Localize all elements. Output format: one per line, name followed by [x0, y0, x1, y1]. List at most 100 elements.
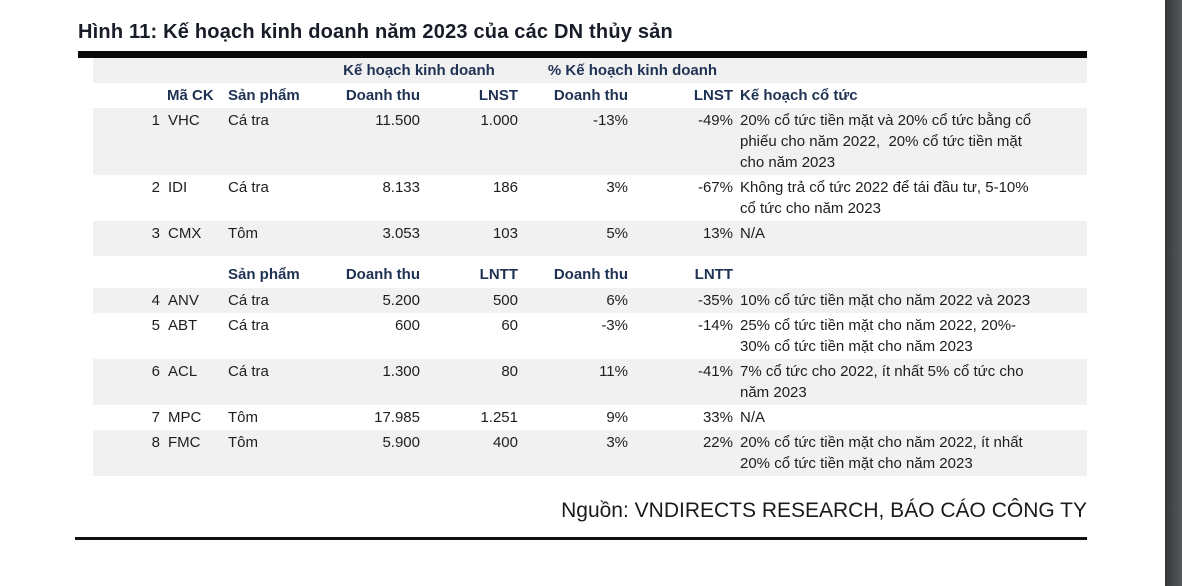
row-number: 2 [151, 179, 160, 196]
cell-product: Cá tra [228, 179, 269, 196]
cell-product: Cá tra [228, 112, 269, 129]
cell-product: Tôm [228, 409, 258, 426]
cell-profit: 400 [492, 434, 518, 451]
cell-revenue: 600 [394, 317, 420, 334]
table-row: 1 VHC Cá tra 11.500 1.000 -13% -49% 20% c… [93, 108, 1087, 175]
mid-header-spacer-right [740, 256, 1087, 288]
column-header-revenue: Doanh thu [345, 87, 420, 104]
row-number: 8 [151, 434, 160, 451]
group-header-spacer-right [740, 58, 1087, 83]
row-number: 4 [151, 292, 160, 309]
cell-dividend: 20% cổ tức tiền mặt và 20% cổ tức bằng c… [740, 112, 1032, 171]
group-header-row: Kế hoạch kinh doanh % Kế hoạch kinh doan… [93, 58, 1087, 83]
cell-dividend: 25% cổ tức tiền mặt cho năm 2022, 20%- 3… [740, 317, 1017, 355]
business-plan-table: Kế hoạch kinh doanh % Kế hoạch kinh doan… [93, 58, 1087, 476]
cell-revenue-pct: -13% [592, 112, 628, 129]
column-header-revenue-pct: Doanh thu [553, 87, 628, 104]
scrollbar[interactable] [1165, 0, 1182, 586]
cell-profit: 80 [501, 363, 518, 380]
cell-product: Cá tra [228, 292, 269, 309]
cell-revenue: 1.300 [382, 363, 420, 380]
cell-profit: 186 [492, 179, 518, 196]
title-rule [78, 51, 1087, 58]
cell-revenue: 11.500 [375, 112, 420, 129]
group-header-business-plan: Kế hoạch kinh doanh [343, 62, 495, 79]
cell-dividend: 7% cổ tức cho 2022, ít nhất 5% cổ tức ch… [740, 363, 1024, 401]
cell-profit-pct: -14% [697, 317, 733, 334]
cell-profit-pct: -49% [697, 112, 733, 129]
row-number: 7 [151, 409, 160, 426]
column-header-profit: LNST [478, 87, 518, 104]
cell-product: Cá tra [228, 317, 269, 334]
cell-profit-pct: -35% [697, 292, 733, 309]
cell-revenue-pct: 5% [606, 225, 628, 242]
cell-profit: 1.000 [480, 112, 518, 129]
cell-profit: 60 [501, 317, 518, 334]
cell-dividend: Không trả cổ tức 2022 để tái đầu tư, 5-1… [740, 179, 1029, 217]
column-header-dividend: Kế hoạch cổ tức [740, 87, 858, 104]
cell-profit-pct: -67% [697, 179, 733, 196]
cell-revenue: 8.133 [382, 179, 420, 196]
column-header-product: Sản phẩm [228, 87, 300, 104]
cell-ticker: 3 CMX [93, 221, 220, 256]
column-header-ticker: Mã CK [167, 87, 214, 104]
mid-header-profit-pct: LNTT [694, 266, 733, 283]
cell-product: Tôm [228, 434, 258, 451]
cell-profit-pct: 33% [702, 409, 733, 426]
cell-profit: 1.251 [480, 409, 518, 426]
mid-header-spacer [93, 256, 220, 288]
mid-header-product: Sản phẩm [228, 266, 300, 283]
cell-revenue-pct: 3% [606, 179, 628, 196]
cell-ticker: 4 ANV [93, 288, 220, 313]
cell-revenue: 5.900 [382, 434, 420, 451]
cell-profit-pct: -41% [697, 363, 733, 380]
figure-title: Hình 11: Kế hoạch kinh doanh năm 2023 củ… [78, 21, 673, 43]
column-header-profit-pct: LNST [693, 87, 733, 104]
row-number: 5 [151, 317, 160, 334]
cell-revenue: 17.985 [374, 409, 420, 426]
cell-profit-pct: 22% [702, 434, 733, 451]
table-row: 3 CMX Tôm 3.053 103 5% 13% N/A [93, 221, 1087, 256]
cell-dividend: 20% cổ tức tiền mặt cho năm 2022, ít nhấ… [740, 434, 1023, 472]
cell-ticker: 8 FMC [93, 430, 220, 476]
cell-profit: 103 [492, 225, 518, 242]
mid-header-revenue: Doanh thu [345, 266, 420, 283]
table-row: 4 ANV Cá tra 5.200 500 6% -35% 10% cổ tức… [93, 288, 1087, 313]
cell-ticker: 5 ABT [93, 313, 220, 359]
mid-header-row: Sản phẩm Doanh thu LNTT Doanh thu LNTT [93, 256, 1087, 288]
cell-dividend: 10% cổ tức tiền mặt cho năm 2022 và 2023 [740, 292, 1031, 309]
cell-profit-pct: 13% [702, 225, 733, 242]
cell-revenue-pct: 11% [599, 363, 628, 380]
row-number: 6 [151, 363, 160, 380]
mid-header-profit: LNTT [479, 266, 518, 283]
cell-ticker: 1 VHC [93, 108, 220, 175]
group-header-spacer [93, 58, 313, 83]
cell-revenue-pct: 3% [606, 434, 628, 451]
table-row: 5 ABT Cá tra 600 60 -3% -14% 25% cổ tức t… [93, 313, 1087, 359]
cell-dividend: N/A [740, 409, 766, 426]
source-caption: Nguồn: VNDIRECTS RESEARCH, BÁO CÁO CÔNG … [561, 499, 1087, 522]
cell-revenue-pct: 6% [606, 292, 628, 309]
cell-revenue-pct: 9% [606, 409, 628, 426]
table-row: 7 MPC Tôm 17.985 1.251 9% 33% N/A [93, 405, 1087, 430]
cell-dividend: N/A [740, 225, 766, 242]
cell-ticker: 2 IDI [93, 175, 220, 221]
cell-profit: 500 [492, 292, 518, 309]
row-number: 3 [151, 225, 160, 242]
column-header-row: Mã CK Sản phẩm Doanh thu LNST Doanh thu … [93, 83, 1087, 108]
cell-product: Cá tra [228, 363, 269, 380]
cell-revenue: 5.200 [382, 292, 420, 309]
cell-product: Tôm [228, 225, 258, 242]
cell-ticker: 7 MPC [93, 405, 220, 430]
row-number: 1 [151, 112, 160, 129]
table-row: 2 IDI Cá tra 8.133 186 3% -67% Không trả … [93, 175, 1087, 221]
table-row: 6 ACL Cá tra 1.300 80 11% -41% 7% cổ tức … [93, 359, 1087, 405]
cell-revenue-pct: -3% [601, 317, 628, 334]
table-row: 8 FMC Tôm 5.900 400 3% 22% 20% cổ tức tiề… [93, 430, 1087, 476]
mid-header-revenue-pct: Doanh thu [553, 266, 628, 283]
cell-ticker: 6 ACL [93, 359, 220, 405]
group-header-pct-business-plan: % Kế hoạch kinh doanh [547, 62, 718, 79]
cell-revenue: 3.053 [382, 225, 420, 242]
footer-rule [75, 537, 1087, 540]
